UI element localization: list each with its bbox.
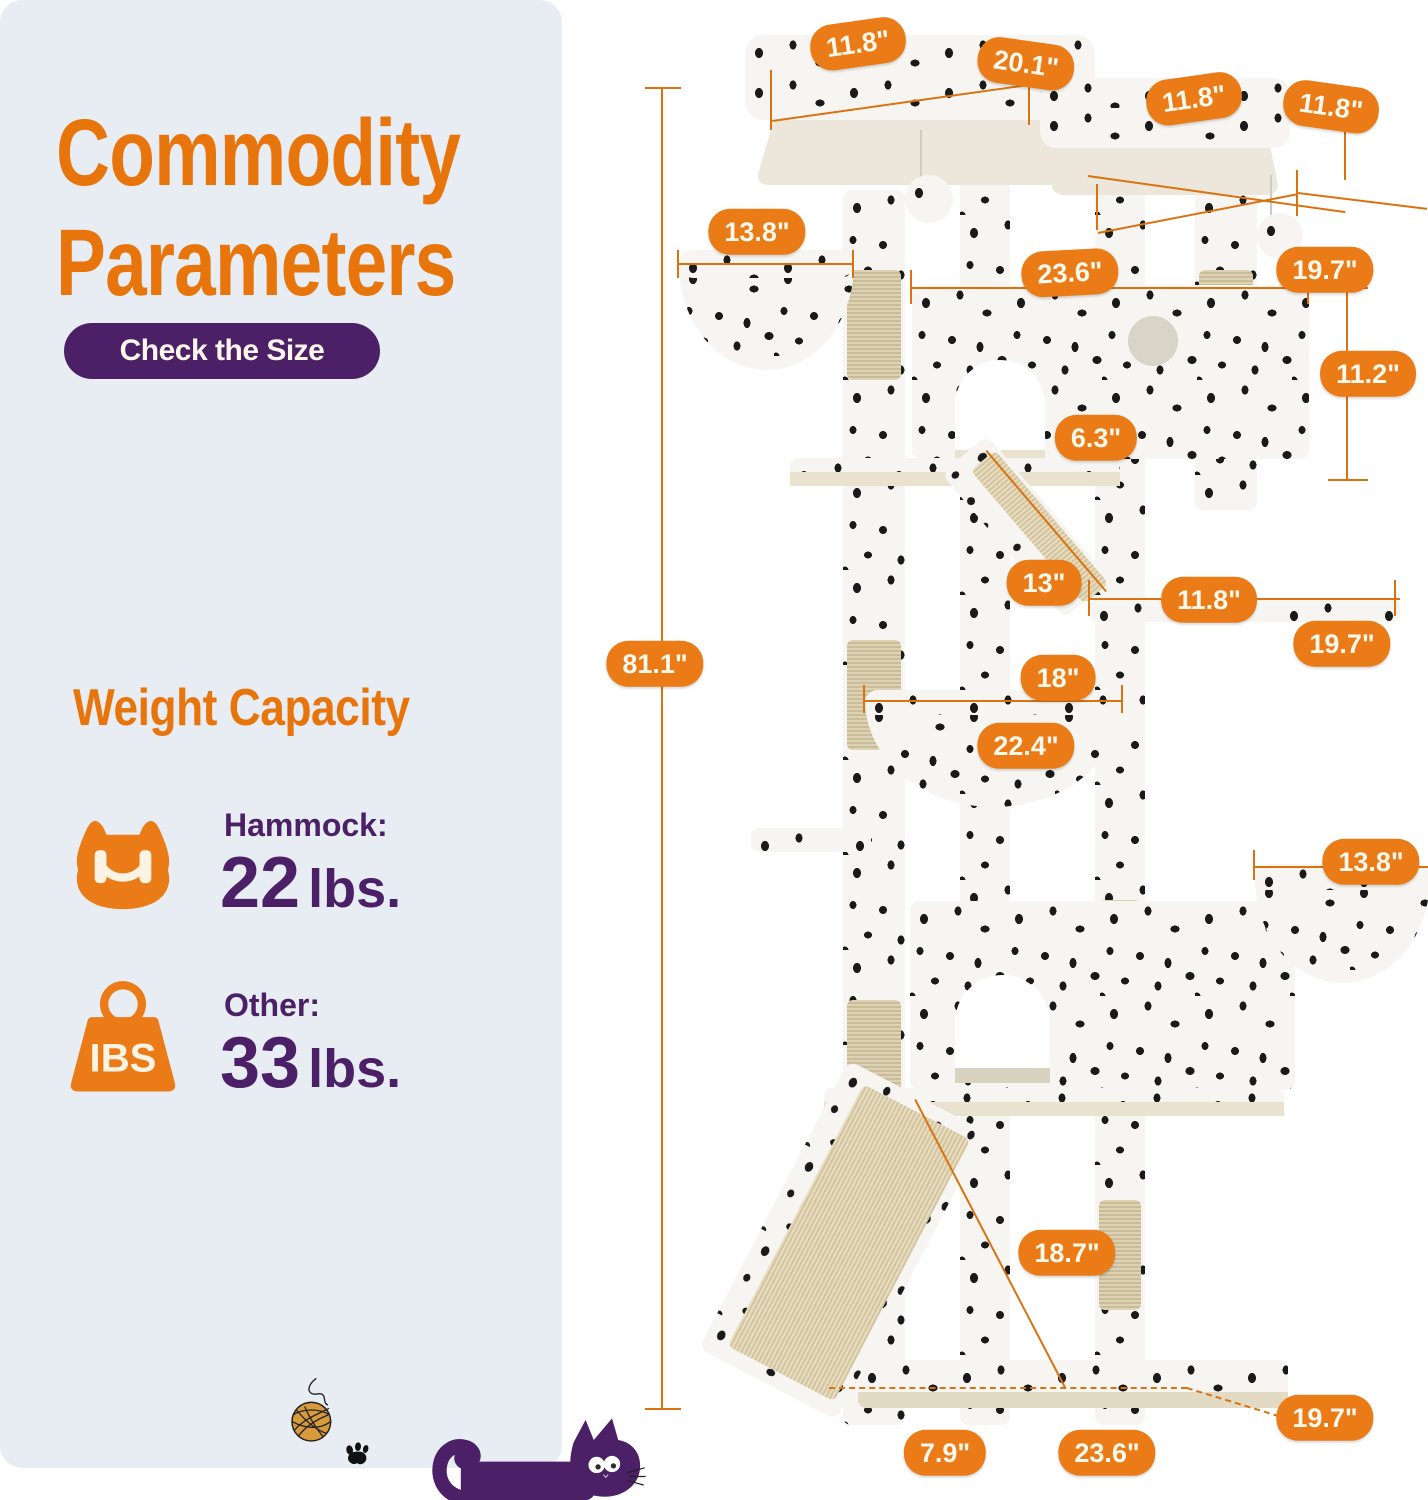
svg-text:IBS: IBS [90, 1035, 157, 1080]
